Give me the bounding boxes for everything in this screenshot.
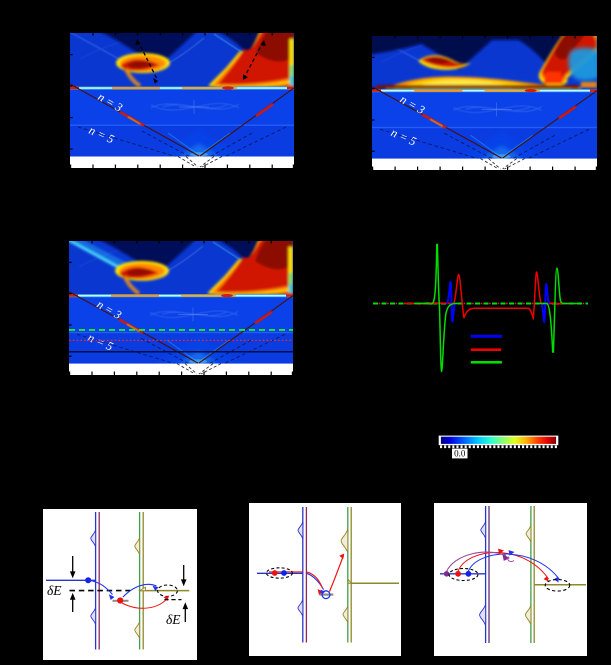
- svg-text:δE: δE: [47, 583, 62, 598]
- svg-text:0.0: 0.0: [454, 449, 466, 459]
- svg-text:δE: δE: [166, 612, 181, 627]
